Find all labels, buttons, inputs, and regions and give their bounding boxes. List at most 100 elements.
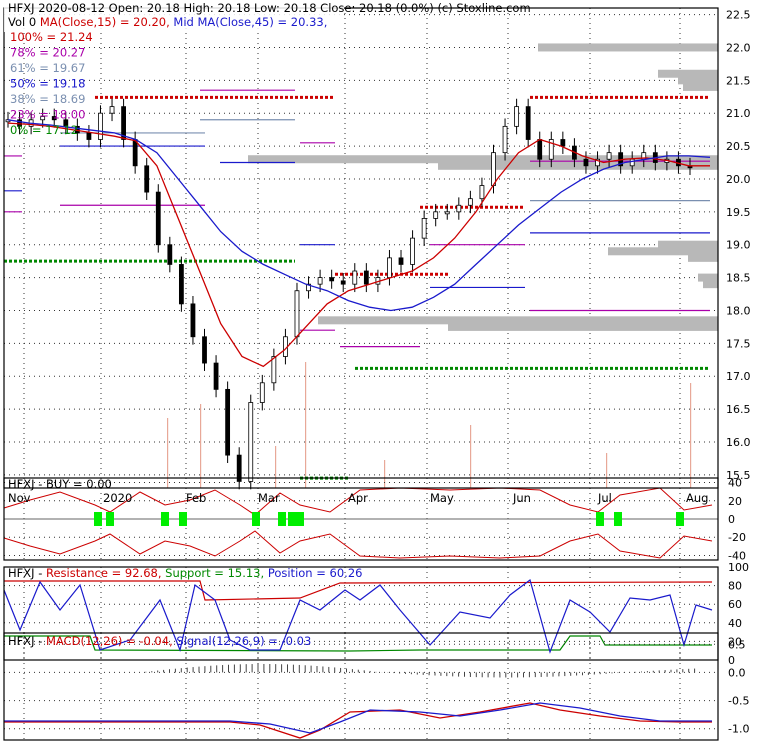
macd-panel-frame — [3, 632, 719, 741]
header-line-ma: Vol 0 MA(Close,15) = 20.20, Mid MA(Close… — [8, 15, 327, 29]
candle-body — [109, 106, 115, 114]
buy-signal-box — [614, 512, 622, 526]
candle-body — [86, 132, 92, 140]
month-label: Nov — [8, 491, 31, 505]
month-label: Aug — [686, 491, 708, 505]
volume-bar — [606, 453, 608, 488]
candle-body — [248, 402, 254, 482]
macd-panel-title: HFXJ - MACD(12,26) = -0.04, Signal(12,26… — [8, 634, 311, 648]
text-span: HFXJ 2020-08-12 Open: 20.18 High: 20.18 … — [8, 1, 531, 15]
text-span: HFXJ - — [8, 634, 46, 648]
volume-bar — [167, 418, 169, 488]
volume-profile-bar — [608, 247, 718, 256]
candle-body — [329, 277, 335, 282]
buy-signal-box — [596, 512, 604, 526]
volume-bar — [200, 404, 202, 488]
price-tick-label: 22.5 — [726, 9, 751, 22]
month-label: May — [430, 491, 454, 505]
candle-body — [410, 237, 415, 265]
candle-body — [456, 204, 462, 213]
buy-panel-tick-label: 0 — [728, 513, 735, 526]
candle-body — [629, 158, 635, 167]
candle-body — [121, 106, 126, 140]
fib-level-label: 61% = 19.67 — [10, 61, 85, 75]
candle-body — [190, 303, 196, 338]
buy-signal-box — [288, 512, 296, 526]
price-tick-label: 22.0 — [726, 41, 751, 54]
position-panel-tick-label: 0 — [728, 654, 735, 667]
buy-signal-box — [676, 512, 684, 526]
text-span: HFXJ - — [8, 566, 46, 580]
month-label: Jul — [597, 491, 612, 505]
candle-body — [548, 139, 554, 160]
buy-lower-band — [3, 530, 713, 559]
candle-body — [398, 257, 404, 265]
price-tick-label: 16.0 — [726, 436, 751, 449]
price-tick-label: 21.5 — [726, 74, 751, 87]
buy-signal-box — [94, 512, 102, 526]
price-tick-label: 19.0 — [726, 239, 751, 252]
ma15-line — [7, 122, 710, 368]
buy-signal-box — [106, 512, 114, 526]
macd-line — [4, 702, 712, 739]
candle-body — [583, 158, 589, 167]
candle-body — [514, 106, 520, 127]
candle-body — [606, 152, 612, 160]
buy-signal-box — [252, 512, 260, 526]
position-line — [3, 578, 713, 654]
month-label: Feb — [186, 491, 206, 505]
candle-body — [352, 270, 358, 285]
position-panel-tick-label: 20 — [728, 635, 742, 648]
price-tick-label: 20.0 — [726, 173, 751, 186]
volume-profile-bar — [658, 69, 718, 78]
volume-profile-bar — [698, 273, 718, 282]
candle-body — [271, 356, 277, 384]
position-panel-frame — [3, 566, 719, 661]
candle-body — [479, 185, 485, 200]
volume-profile-bar — [678, 76, 718, 85]
buy-panel-tick-label: -20 — [728, 531, 746, 544]
candle-body — [40, 116, 46, 121]
volume-bar — [275, 446, 277, 488]
candle-body — [560, 139, 566, 147]
position-panel-tick-label: 40 — [728, 617, 742, 630]
price-tick-label: 16.5 — [726, 403, 751, 416]
buy-panel-tick-label: 20 — [728, 495, 742, 508]
macd-panel-tick-label: -1.0 — [728, 723, 749, 736]
candle-body — [387, 257, 392, 278]
candle-body — [51, 116, 57, 121]
text-span: MA(Close,15) = 20.20, — [40, 15, 174, 29]
fib-level-label: 38% = 18.69 — [10, 92, 85, 106]
candle-body — [202, 336, 207, 364]
buy-panel-tick-label: 40 — [728, 477, 742, 490]
candle-body — [98, 112, 103, 140]
volume-profile-bar — [248, 155, 718, 164]
candle-body — [363, 270, 369, 285]
position-panel-tick-label: 100 — [728, 561, 749, 574]
candle-body — [317, 277, 323, 285]
candle-body — [306, 283, 311, 292]
resistance-line — [4, 580, 713, 601]
ma45-line — [7, 119, 711, 312]
text-span: MACD(12,26) = -0.04, — [46, 634, 176, 648]
price-tick-label: 18.0 — [726, 304, 751, 317]
volume-profile-bar — [688, 253, 718, 262]
position-panel-title: HFXJ - Resistance = 92.68, Support = 15.… — [8, 566, 362, 580]
buy-signal-box — [179, 512, 187, 526]
volume-profile-bar — [538, 43, 718, 52]
buy-panel-frame — [3, 477, 719, 561]
text-span: Vol 0 — [8, 15, 40, 29]
text-span: Signal(12,26,9) = -0.03 — [176, 634, 311, 648]
fib-level-label: 50% = 19.18 — [10, 77, 85, 91]
volume-bar — [470, 425, 472, 488]
text-span: Support = 15.13, — [165, 566, 268, 580]
candle-body — [467, 198, 473, 206]
candle-body — [144, 165, 150, 193]
support-line — [4, 635, 712, 652]
price-tick-label: 21.0 — [726, 107, 751, 120]
buy-panel-title: HFXJ - BUY = 0.00 — [8, 477, 112, 491]
candle-body — [525, 106, 531, 140]
candle-body — [421, 218, 427, 239]
buy-signal-box — [161, 512, 169, 526]
